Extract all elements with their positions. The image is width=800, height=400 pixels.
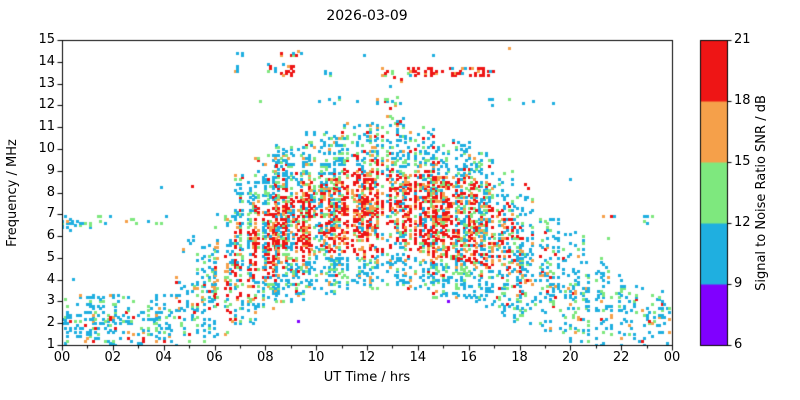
colorbar-tick-label: 21 (734, 32, 751, 47)
colorbar-tick-label: 12 (734, 215, 751, 230)
x-tick-label: 12 (358, 350, 376, 365)
y-tick-label: 2 (46, 315, 55, 331)
colorbar-tick-label: 18 (734, 93, 751, 108)
colorbar-tick-label: 6 (734, 337, 743, 352)
x-tick-label: 20 (562, 350, 579, 365)
colorbar-tick-label: 15 (734, 154, 751, 169)
x-tick-label: 10 (307, 350, 325, 365)
x-tick-label: 18 (511, 350, 528, 365)
y-tick-label: 12 (38, 97, 55, 113)
y-tick-label: 11 (38, 119, 55, 135)
y-tick-label: 7 (46, 206, 55, 222)
y-tick-label: 15 (38, 32, 55, 47)
y-tick-label: 5 (46, 249, 55, 265)
x-tick-label: 08 (257, 350, 274, 365)
y-tick-label: 8 (46, 184, 55, 200)
y-tick-label: 10 (38, 140, 55, 156)
x-tick-label: 22 (612, 350, 630, 365)
y-tick-label: 3 (46, 293, 55, 309)
x-tick-label: 04 (155, 350, 172, 365)
x-tick-label: 14 (409, 350, 427, 365)
y-tick-label: 9 (46, 162, 55, 178)
colorbar-label: Signal to Noise Ratio SNR / dB (754, 95, 769, 291)
x-tick-label: 16 (460, 350, 477, 365)
x-tick-label: 02 (104, 350, 122, 365)
y-tick-label: 14 (38, 53, 55, 69)
y-tick-label: 6 (46, 228, 55, 244)
chart-title: 2026-03-09 (326, 8, 408, 24)
x-axis-label: UT Time / hrs (323, 370, 411, 385)
y-tick-label: 13 (38, 75, 55, 91)
x-tick-label: 06 (206, 350, 223, 365)
y-axis-label: Frequency / MHz (5, 139, 20, 247)
x-tick-label: 00 (663, 350, 681, 365)
x-tick-label: 00 (53, 350, 71, 365)
y-tick-label: 4 (46, 271, 55, 287)
y-tick-label: 1 (46, 337, 55, 352)
colorbar-tick-label: 9 (734, 276, 743, 291)
